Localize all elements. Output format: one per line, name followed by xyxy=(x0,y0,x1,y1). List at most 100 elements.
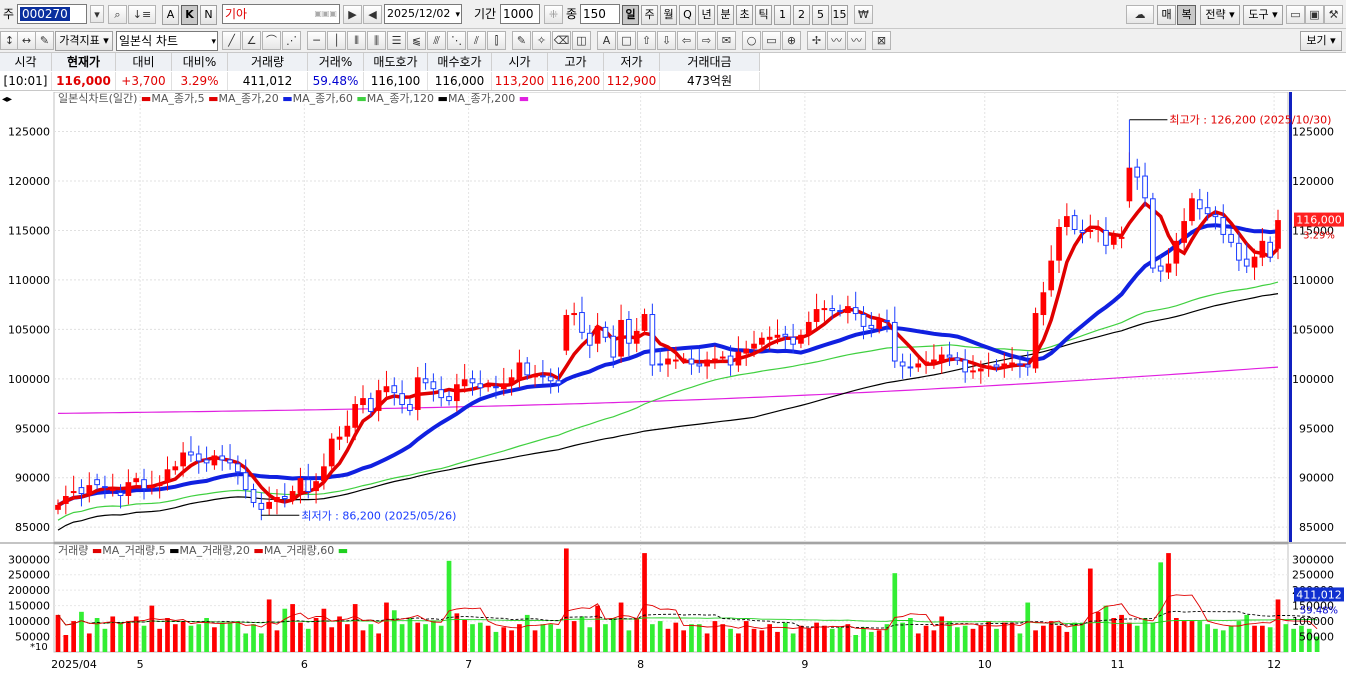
interval-button[interactable]: 초 xyxy=(736,5,753,25)
volume-bar xyxy=(681,630,686,652)
interval-button[interactable]: 2 xyxy=(793,5,810,25)
cloud-icon[interactable]: ☁ xyxy=(1126,5,1154,24)
regression-tool-icon[interactable]: ⫿ xyxy=(487,31,506,50)
arc-tool-icon[interactable]: ⌒ xyxy=(262,31,281,50)
quote-header: 현재가 xyxy=(52,53,116,71)
period-input[interactable]: 1000 xyxy=(500,4,540,24)
wave2-tool-icon[interactable]: 〰 xyxy=(847,31,866,50)
current-pct-tag: 3.29% xyxy=(1303,231,1335,242)
gann-tool-icon[interactable]: ⫻ xyxy=(427,31,446,50)
wave-tool-icon[interactable]: 〰 xyxy=(827,31,846,50)
vertical-line-tool-icon[interactable]: │ xyxy=(327,31,346,50)
price-chart[interactable]: 125000 125000 120000 120000 115000 115000 1100… xyxy=(0,92,1346,674)
fan-tool-icon[interactable]: ⋰ xyxy=(282,31,301,50)
chart-type-select[interactable]: 일본식 차트 ▾ xyxy=(116,31,218,51)
copy-button[interactable]: 복 xyxy=(1177,5,1196,25)
candle-body xyxy=(962,359,969,373)
channel-tool-icon[interactable]: ⫴ xyxy=(347,31,366,50)
volume-bar xyxy=(556,628,561,652)
x-tick-label: 9 xyxy=(801,658,808,671)
zoom-tool-icon[interactable]: ⊕ xyxy=(782,31,801,50)
horizontal-arrows-icon[interactable]: ↔ xyxy=(17,31,36,50)
candle-body xyxy=(985,365,992,369)
volume-bar xyxy=(86,633,92,652)
interval-button[interactable]: 일 xyxy=(622,5,639,25)
volume-bar xyxy=(1025,602,1031,652)
magic-tool-icon[interactable]: ✧ xyxy=(532,31,551,50)
interval-button[interactable]: 주 xyxy=(641,5,658,25)
mode-a-button[interactable]: A xyxy=(162,5,179,25)
down-arrow-tool-icon[interactable]: ⇩ xyxy=(657,31,676,50)
candle-body xyxy=(399,393,405,406)
tools-button[interactable]: 도구 ▾ xyxy=(1243,5,1283,25)
interval-button[interactable]: 월 xyxy=(660,5,677,25)
right-arrow-tool-icon[interactable]: ⇨ xyxy=(697,31,716,50)
pencil-tool-icon[interactable]: ✎ xyxy=(512,31,531,50)
price-tick-right: 105000 xyxy=(1292,323,1334,336)
chart-type-dropdown-icon[interactable]: ▾ xyxy=(211,37,216,47)
stock-code-input[interactable]: 000270 xyxy=(17,4,87,24)
open-folder-icon[interactable]: ▭ xyxy=(1286,5,1305,24)
volume-bar xyxy=(1001,622,1007,652)
text-tool-icon[interactable]: A xyxy=(597,31,616,50)
prev-arrow-icon[interactable]: ◀ xyxy=(363,5,382,24)
memo-tool-icon[interactable]: ✉ xyxy=(717,31,736,50)
calendar-dropdown-icon[interactable]: ▾ xyxy=(455,10,460,20)
line-tool-icon[interactable]: ╱ xyxy=(222,31,241,50)
volume-bar xyxy=(595,605,600,652)
save-icon[interactable]: ▣ xyxy=(1305,5,1324,24)
interval-button[interactable]: 15 xyxy=(831,5,848,25)
circle-tool-icon[interactable]: ○ xyxy=(742,31,761,50)
sort-icon[interactable]: ↓≡ xyxy=(128,5,156,24)
candle-body xyxy=(931,359,937,363)
interval-button[interactable]: 분 xyxy=(717,5,734,25)
crosshair-tool-icon[interactable]: ✢ xyxy=(807,31,826,50)
fib-lines-tool-icon[interactable]: ☰ xyxy=(387,31,406,50)
angle-line-tool-icon[interactable]: ∠ xyxy=(242,31,261,50)
volume-bar xyxy=(313,618,319,652)
mode-n-button[interactable]: N xyxy=(200,5,217,25)
view-button[interactable]: 보기 ▾ xyxy=(1300,31,1342,51)
rectangle-tool-icon[interactable]: ▭ xyxy=(762,31,781,50)
gann-fan-tool-icon[interactable]: ⋱ xyxy=(447,31,466,50)
volume-bar xyxy=(1048,621,1054,652)
interval-button[interactable]: Q xyxy=(679,5,696,25)
mini-buttons-icon[interactable]: ▣▣▣ xyxy=(314,9,337,18)
stock-code-dropdown-icon[interactable]: ▾ xyxy=(90,5,104,23)
volume-bar xyxy=(118,622,123,652)
volume-bar xyxy=(790,633,796,652)
cycle-lines-tool-icon[interactable]: ⫼ xyxy=(367,31,386,50)
interval-button[interactable]: 년 xyxy=(698,5,715,25)
up-arrow-tool-icon[interactable]: ⇧ xyxy=(637,31,656,50)
indicator-dropdown[interactable]: 가격지표 ▾ xyxy=(55,31,113,51)
count-input[interactable]: 150 xyxy=(580,4,620,24)
interval-button[interactable]: 5 xyxy=(812,5,829,25)
edit-icon[interactable]: ✎ xyxy=(35,31,54,50)
interval-more-icon[interactable]: ₩ xyxy=(854,5,873,24)
horizontal-line-tool-icon[interactable]: ─ xyxy=(307,31,326,50)
candle-body xyxy=(1048,260,1055,291)
volume-bar xyxy=(673,622,679,652)
wrench-icon[interactable]: ⚒ xyxy=(1324,5,1343,24)
fib-ext-tool-icon[interactable]: ⫹ xyxy=(407,31,426,50)
strategy-button[interactable]: 전략 ▾ xyxy=(1200,5,1240,25)
next-arrow-icon[interactable]: ▶ xyxy=(343,5,362,24)
search-icon[interactable]: ⌕ xyxy=(108,5,127,24)
x-tick-label: 5 xyxy=(137,658,144,671)
mode-k-button[interactable]: K xyxy=(181,5,198,25)
scroll-icon[interactable]: ⁜ xyxy=(544,5,563,24)
eraser-tool-icon[interactable]: ⌫ xyxy=(552,31,571,50)
stock-name-field[interactable]: 기아 ▣▣▣ xyxy=(222,4,340,24)
high-annotation: 최고가 : 126,200 (2025/10/30) xyxy=(1169,114,1331,127)
volume-bar xyxy=(172,624,178,652)
trend-channel-tool-icon[interactable]: ⫽ xyxy=(467,31,486,50)
date-input[interactable]: 2025/12/02 ▾ xyxy=(384,4,462,24)
eraser2-tool-icon[interactable]: ◫ xyxy=(572,31,591,50)
shape-tool-icon[interactable]: □ xyxy=(617,31,636,50)
x-tick-label: 7 xyxy=(465,658,472,671)
left-arrow-tool-icon[interactable]: ⇦ xyxy=(677,31,696,50)
interval-button[interactable]: 1 xyxy=(774,5,791,25)
sell-button[interactable]: 매 xyxy=(1157,5,1176,25)
interval-button[interactable]: 틱 xyxy=(755,5,772,25)
select-all-tool-icon[interactable]: ⊠ xyxy=(872,31,891,50)
